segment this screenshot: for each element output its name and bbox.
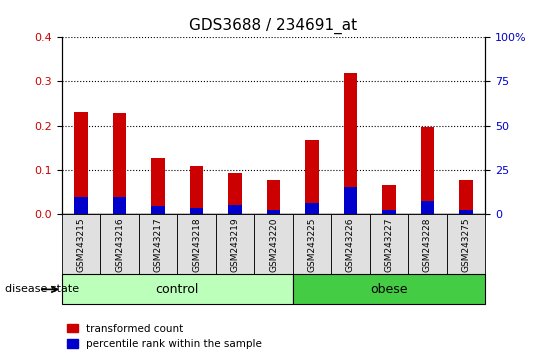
Text: GSM243226: GSM243226 bbox=[346, 217, 355, 272]
Bar bbox=[216, 214, 254, 274]
Bar bbox=[113, 113, 127, 214]
Text: GSM243275: GSM243275 bbox=[461, 217, 471, 272]
Bar bbox=[382, 185, 396, 214]
Legend: transformed count, percentile rank within the sample: transformed count, percentile rank withi… bbox=[67, 324, 262, 349]
Text: GSM243220: GSM243220 bbox=[269, 217, 278, 272]
Text: GSM243227: GSM243227 bbox=[384, 217, 393, 272]
Text: GSM243225: GSM243225 bbox=[308, 217, 316, 272]
Bar bbox=[62, 274, 293, 304]
Bar bbox=[139, 214, 177, 274]
Text: GSM243217: GSM243217 bbox=[154, 217, 163, 272]
Text: obese: obese bbox=[370, 283, 407, 296]
Bar bbox=[151, 158, 165, 214]
Bar bbox=[229, 205, 242, 214]
Text: GSM243218: GSM243218 bbox=[192, 217, 201, 272]
Bar bbox=[459, 210, 473, 214]
Bar bbox=[447, 214, 485, 274]
Bar bbox=[113, 198, 127, 214]
Bar bbox=[190, 207, 203, 214]
Bar bbox=[370, 214, 408, 274]
Bar bbox=[293, 274, 485, 304]
Text: GSM243215: GSM243215 bbox=[77, 217, 86, 272]
Bar bbox=[74, 112, 88, 214]
Bar bbox=[190, 166, 203, 214]
Bar bbox=[74, 198, 88, 214]
Text: disease state: disease state bbox=[5, 284, 80, 295]
Text: control: control bbox=[156, 283, 199, 296]
Bar bbox=[100, 214, 139, 274]
Text: GSM243228: GSM243228 bbox=[423, 217, 432, 272]
Bar bbox=[305, 140, 319, 214]
Bar bbox=[267, 210, 280, 214]
Bar bbox=[331, 214, 370, 274]
Text: GSM243216: GSM243216 bbox=[115, 217, 124, 272]
Bar bbox=[229, 173, 242, 214]
Bar bbox=[62, 214, 100, 274]
Bar bbox=[420, 201, 434, 214]
Bar bbox=[177, 214, 216, 274]
Bar bbox=[344, 74, 357, 214]
Title: GDS3688 / 234691_at: GDS3688 / 234691_at bbox=[190, 18, 357, 34]
Bar bbox=[344, 187, 357, 214]
Bar bbox=[305, 203, 319, 214]
Bar bbox=[382, 210, 396, 214]
Bar bbox=[267, 180, 280, 214]
Bar bbox=[459, 180, 473, 214]
Bar bbox=[408, 214, 447, 274]
Text: GSM243219: GSM243219 bbox=[231, 217, 239, 272]
Bar bbox=[254, 214, 293, 274]
Bar bbox=[151, 206, 165, 214]
Bar bbox=[293, 214, 331, 274]
Bar bbox=[420, 127, 434, 214]
